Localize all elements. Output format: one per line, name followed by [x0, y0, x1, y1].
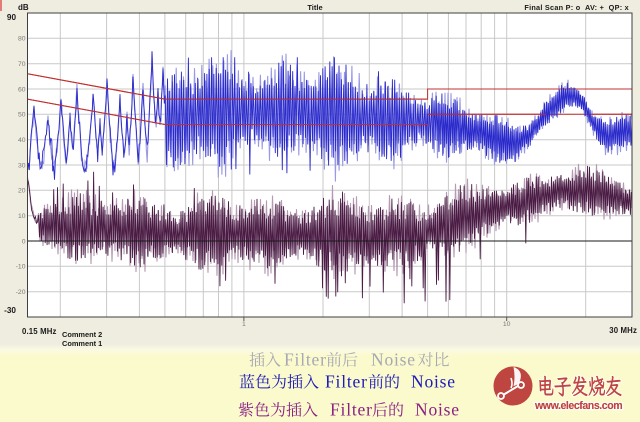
- svg-text:30 MHz: 30 MHz: [609, 326, 637, 335]
- svg-text:20: 20: [18, 188, 26, 195]
- svg-text:Comment 1: Comment 1: [62, 339, 102, 348]
- svg-text:Noise: Noise: [371, 350, 416, 370]
- svg-text:Comment 2: Comment 2: [62, 330, 102, 339]
- svg-text:10: 10: [503, 321, 511, 328]
- svg-text:0: 0: [22, 238, 26, 245]
- svg-text:40: 40: [18, 137, 26, 144]
- svg-text:80: 80: [18, 36, 26, 43]
- svg-text:www.elecfans.com: www.elecfans.com: [534, 400, 622, 412]
- svg-text:Final Scan P: o AV: + QP: x: Final Scan P: o AV: + QP: x: [524, 3, 629, 12]
- svg-text:70: 70: [18, 61, 26, 68]
- svg-text:0.15 MHz: 0.15 MHz: [22, 327, 57, 336]
- svg-text:Filter: Filter: [284, 350, 327, 370]
- svg-text:Filter: Filter: [325, 372, 368, 392]
- svg-text:dB: dB: [18, 3, 29, 12]
- svg-text:-10: -10: [16, 264, 26, 271]
- svg-text:Filter: Filter: [330, 400, 373, 420]
- svg-text:10: 10: [18, 213, 26, 220]
- svg-text:90: 90: [7, 13, 17, 22]
- svg-text:50: 50: [18, 112, 26, 119]
- svg-text:1: 1: [242, 321, 246, 328]
- svg-text:Title: Title: [307, 3, 322, 12]
- svg-text:-20: -20: [16, 289, 26, 296]
- svg-text:www.elecfans.com: www.elecfans.com: [534, 400, 622, 412]
- svg-text:Noise: Noise: [415, 400, 460, 420]
- svg-text:-30: -30: [4, 306, 16, 315]
- svg-text:60: 60: [18, 86, 26, 93]
- svg-text:Noise: Noise: [411, 372, 456, 392]
- svg-text:30: 30: [18, 162, 26, 169]
